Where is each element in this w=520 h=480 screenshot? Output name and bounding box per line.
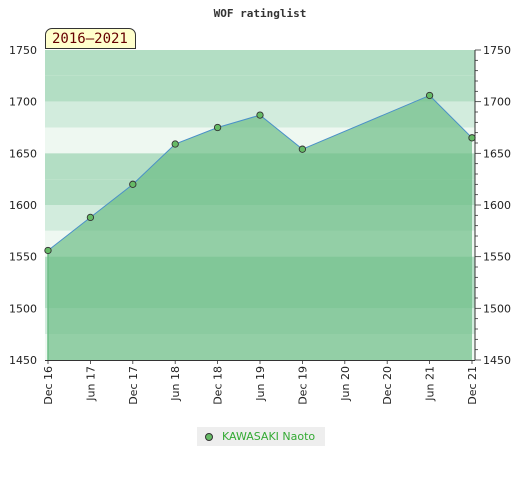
y-tick-label-left: 1550 bbox=[9, 251, 37, 264]
x-tick-label: Dec 21 bbox=[466, 366, 479, 405]
legend-marker bbox=[205, 433, 213, 441]
y-tick-label-right: 1450 bbox=[483, 354, 511, 367]
y-tick-label-right: 1700 bbox=[483, 96, 511, 109]
data-point bbox=[298, 145, 307, 153]
y-tick-label-left: 1750 bbox=[9, 44, 37, 57]
data-point bbox=[213, 123, 222, 132]
x-tick-label: Dec 18 bbox=[212, 366, 225, 405]
y-tick-label-right: 1650 bbox=[483, 147, 511, 160]
x-tick-label: Jun 19 bbox=[254, 366, 267, 402]
y-axis-right: 1450 1500 1550 1600 1650 1700 1750 bbox=[474, 44, 511, 367]
data-point bbox=[86, 213, 95, 222]
legend-label: KAWASAKI Naoto bbox=[222, 430, 316, 443]
y-tick-label-right: 1750 bbox=[483, 44, 511, 57]
y-tick-label-right: 1600 bbox=[483, 199, 511, 212]
background-band bbox=[45, 50, 475, 76]
x-tick-label: Dec 19 bbox=[296, 366, 309, 405]
x-tick-label: Dec 20 bbox=[381, 366, 394, 405]
x-axis: Dec 16 Jun 17 Dec 17 Jun 18 Dec 18 Jun 19 Dec … bbox=[42, 360, 479, 405]
data-point bbox=[129, 180, 137, 188]
x-tick-label: Dec 17 bbox=[127, 366, 140, 405]
legend: KAWASAKI Naoto bbox=[197, 427, 325, 446]
y-axis-left: 1450 1500 1550 1600 1650 1700 1750 bbox=[9, 44, 37, 367]
x-tick-label: Jun 21 bbox=[424, 366, 437, 402]
data-point bbox=[44, 246, 52, 255]
chart-title: WOF ratinglist bbox=[214, 7, 307, 20]
x-tick-label: Jun 17 bbox=[84, 366, 97, 402]
period-label: 2016–2021 bbox=[45, 28, 136, 49]
y-tick-label-left: 1500 bbox=[9, 302, 37, 315]
y-tick-label-left: 1700 bbox=[9, 96, 37, 109]
background-band bbox=[45, 75, 475, 102]
data-point bbox=[425, 91, 434, 100]
x-tick-label: Jun 18 bbox=[169, 366, 182, 402]
data-point bbox=[256, 111, 264, 119]
points-layer bbox=[44, 91, 476, 255]
x-tick-label: Jun 20 bbox=[339, 366, 352, 402]
data-point bbox=[171, 140, 179, 148]
x-tick-label: Dec 16 bbox=[42, 366, 55, 405]
y-tick-label-right: 1550 bbox=[483, 251, 511, 264]
data-point bbox=[468, 134, 476, 142]
y-tick-label-left: 1600 bbox=[9, 199, 37, 212]
y-tick-label-left: 1450 bbox=[9, 354, 37, 367]
y-tick-label-left: 1650 bbox=[9, 147, 37, 160]
y-tick-label-right: 1500 bbox=[483, 302, 511, 315]
series-area bbox=[48, 95, 472, 360]
